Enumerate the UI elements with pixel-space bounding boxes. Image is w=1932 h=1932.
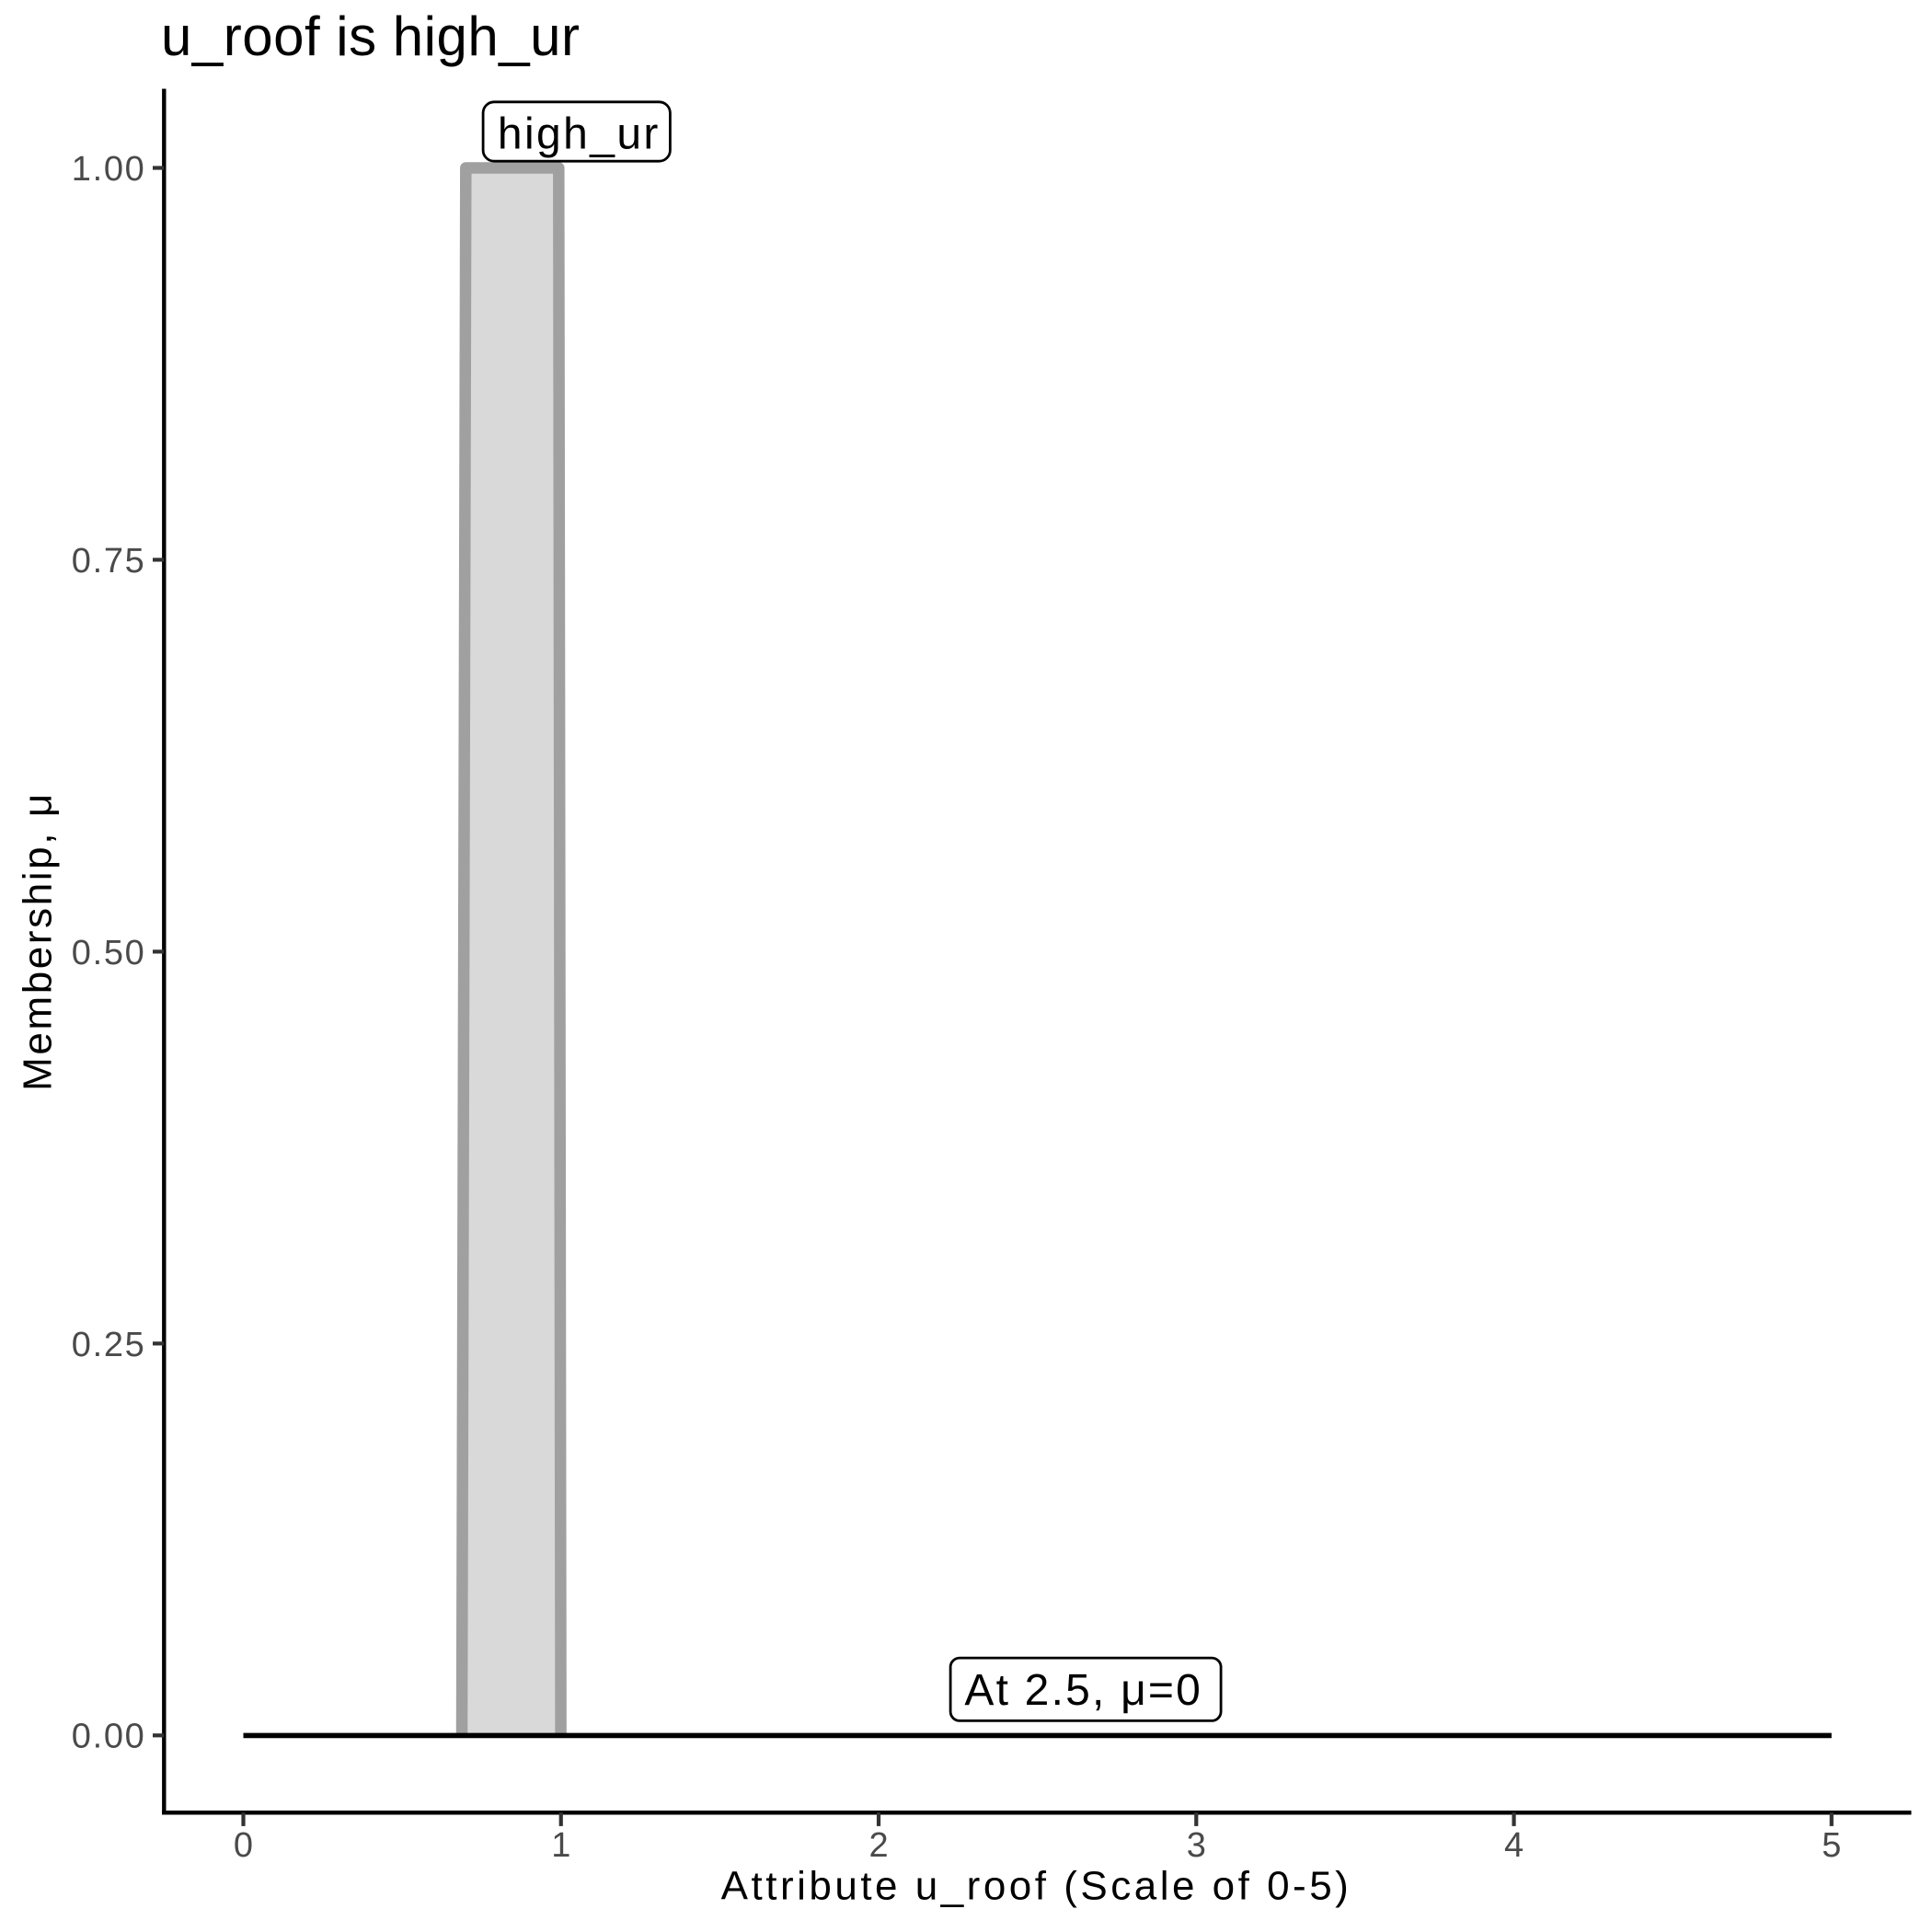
svg-text:0.25: 0.25 — [72, 1326, 146, 1364]
svg-text:At 2.5, μ=0: At 2.5, μ=0 — [964, 1666, 1202, 1715]
svg-text:1.00: 1.00 — [72, 150, 146, 189]
svg-text:0: 0 — [234, 1826, 253, 1865]
svg-text:5: 5 — [1822, 1826, 1841, 1865]
svg-text:1: 1 — [551, 1826, 570, 1865]
svg-text:2: 2 — [868, 1826, 888, 1865]
svg-text:0.00: 0.00 — [72, 1718, 146, 1756]
svg-text:Attribute u_roof (Scale of 0-5: Attribute u_roof (Scale of 0-5) — [721, 1864, 1352, 1909]
svg-text:0.75: 0.75 — [72, 542, 146, 581]
svg-text:u_roof is high_ur: u_roof is high_ur — [161, 6, 580, 67]
svg-text:4: 4 — [1504, 1826, 1524, 1865]
svg-text:high_ur: high_ur — [498, 110, 661, 159]
svg-text:3: 3 — [1187, 1826, 1206, 1865]
svg-text:Membership, μ: Membership, μ — [16, 791, 61, 1091]
svg-text:0.50: 0.50 — [72, 934, 146, 972]
